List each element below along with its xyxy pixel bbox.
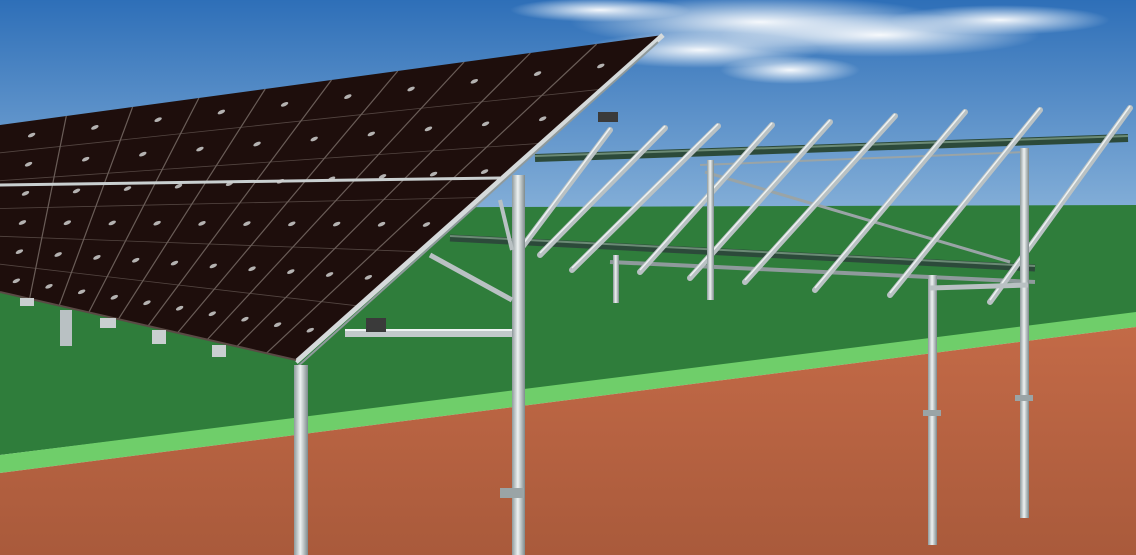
panel-clips [20, 298, 226, 357]
front-structure [294, 112, 618, 555]
purlin-rail [887, 107, 1043, 298]
mounting-rail-icon [449, 134, 1129, 284]
cloud-icon [510, 0, 1110, 84]
purlin-rail [637, 122, 775, 275]
purlin-rail [569, 123, 721, 273]
solar-panel-array-icon [0, 33, 665, 369]
purlin-rail [812, 109, 968, 293]
purlin-rail [987, 105, 1133, 305]
ground-pile-icon [613, 148, 1033, 545]
purlin-rails [517, 105, 1133, 305]
purlin-rail [742, 113, 898, 285]
purlin-rail [517, 127, 613, 253]
soil-ground [0, 327, 1136, 555]
grass-edge [0, 312, 1136, 473]
purlin-rail [537, 125, 668, 258]
